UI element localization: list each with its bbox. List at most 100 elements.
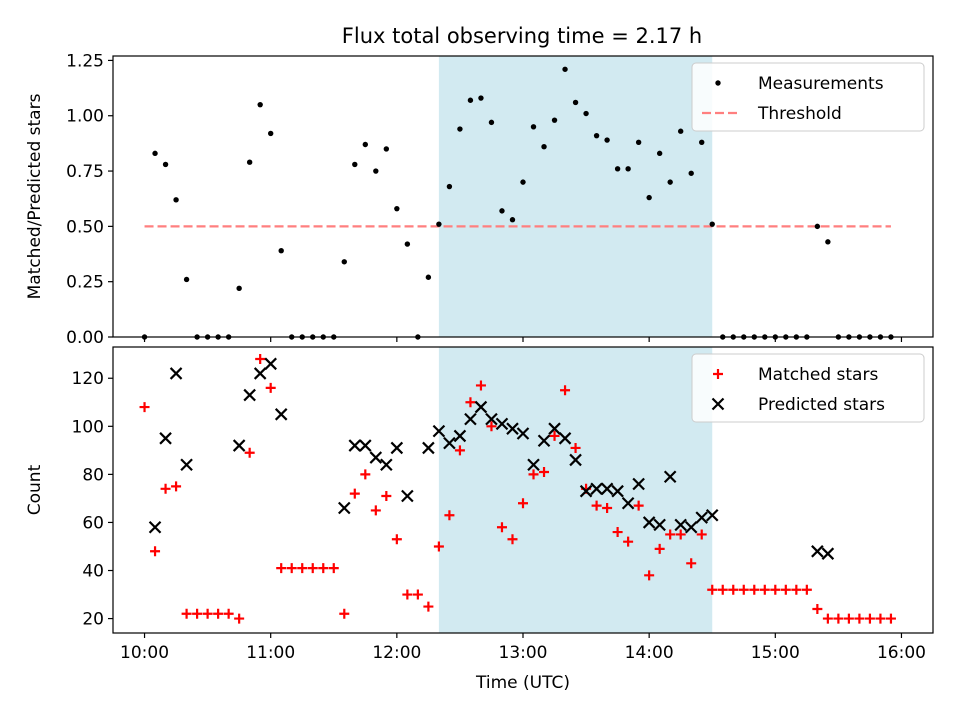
x-tick-label: 12:00: [372, 643, 421, 663]
matched-star-point: [423, 601, 434, 612]
measurement-point: [520, 179, 526, 185]
matched-star-point: [370, 505, 381, 516]
matched-star-point: [686, 558, 697, 569]
legend-label: Matched stars: [758, 365, 878, 385]
predicted-star-point: [527, 458, 540, 472]
predicted-star-point: [432, 424, 446, 438]
predicted-star-point: [232, 439, 246, 452]
measurement-point: [593, 132, 600, 139]
measurement-point: [635, 139, 642, 145]
measurement-point: [152, 150, 158, 157]
predicted-star-point: [558, 432, 572, 445]
measurement-point: [677, 128, 684, 134]
legend-marker-measurements: [715, 80, 721, 86]
matched-star-point: [150, 546, 161, 557]
matched-star-point: [843, 613, 854, 624]
legend: Matched stars Predicted stars: [691, 353, 925, 423]
measurement-point: [656, 150, 663, 157]
measurement-point: [646, 194, 652, 201]
predicted-star-point: [579, 484, 593, 498]
measurement-point: [541, 144, 547, 150]
predicted-star-point: [506, 422, 519, 435]
predicted-star-point: [264, 357, 277, 371]
matched-star-point: [402, 589, 413, 600]
matched-star-point: [181, 608, 192, 619]
matched-star-point: [454, 445, 465, 456]
predicted-star-point: [443, 436, 456, 450]
predicted-star-point: [811, 545, 824, 558]
legend-label: Threshold: [757, 104, 842, 124]
matched-star-point: [549, 430, 560, 441]
measurement-point: [394, 205, 400, 212]
predicted-star-point: [148, 520, 162, 534]
predicted-star-point: [338, 501, 351, 515]
measurement-point: [667, 179, 673, 185]
matched-star-point: [255, 354, 266, 365]
y-tick-label: 0.00: [66, 328, 104, 348]
x-tick-label: 15:00: [751, 643, 800, 663]
measurement-point: [436, 221, 442, 227]
matched-star-point: [496, 522, 507, 533]
predicted-star-point: [253, 367, 267, 380]
matched-star-point: [654, 543, 665, 554]
predicted-star-point: [401, 489, 414, 503]
matched-star-point: [276, 563, 287, 574]
predicted-star-point: [590, 482, 603, 496]
matched-star-point: [665, 529, 676, 540]
measurement-point: [362, 141, 369, 148]
matched-star-point: [160, 483, 171, 494]
predicted-star-point: [821, 547, 835, 560]
measurement-point: [699, 139, 705, 145]
measurement-point: [825, 239, 831, 245]
matched-star-point: [738, 584, 749, 595]
matched-star-point: [591, 500, 602, 511]
measurement-point: [478, 95, 484, 101]
y-tick-label: 60: [82, 513, 104, 533]
matched-star-point: [381, 491, 392, 502]
predicted-star-point: [653, 518, 666, 532]
matched-star-point: [801, 584, 812, 595]
measurement-point: [446, 183, 453, 190]
y-tick-label: 20: [82, 610, 104, 630]
matched-star-point: [612, 527, 623, 538]
measurement-point: [625, 166, 631, 172]
y-tick-label: 0.25: [66, 273, 104, 293]
matched-star-point: [707, 584, 718, 595]
matched-star-point: [864, 613, 875, 624]
y-tick-label: 0.50: [66, 217, 104, 237]
matched-star-point: [202, 608, 213, 619]
predicted-star-point: [695, 511, 708, 524]
matched-star-point: [234, 613, 245, 624]
measurement-point: [383, 146, 390, 152]
predicted-star-point: [274, 408, 288, 421]
matched-star-point: [360, 469, 371, 480]
measurement-point: [425, 274, 432, 280]
predicted-star-point: [159, 432, 172, 445]
predicted-star-point: [453, 429, 467, 443]
measurement-point: [404, 241, 411, 247]
matched-star-point: [644, 570, 655, 581]
matched-star-point: [675, 529, 686, 540]
predicted-star-point: [243, 388, 256, 402]
matched-star-point: [717, 584, 728, 595]
matched-star-point: [885, 613, 896, 624]
observing-window-band: [438, 347, 713, 633]
matched-star-point: [465, 397, 476, 408]
count-panel: 10:00 11:00 12:00 13:00 14:00 15:00 16:00 20 40 6…: [25, 346, 934, 693]
predicted-star-point: [537, 434, 551, 448]
predicted-star-point: [380, 458, 393, 472]
matched-star-point: [833, 613, 844, 624]
x-tick-label: 10:00: [120, 643, 169, 663]
measurement-point: [499, 208, 505, 214]
predicted-star-point: [180, 458, 193, 472]
legend-box: [691, 62, 925, 132]
matched-star-point: [265, 382, 276, 393]
matched-star-point: [770, 584, 781, 595]
predicted-star-point: [495, 417, 509, 431]
matched-star-point: [486, 421, 497, 432]
matched-star-point: [518, 498, 528, 509]
matched-star-point: [412, 589, 423, 600]
predicted-star-point: [569, 453, 582, 467]
matched-star-point: [192, 608, 203, 619]
